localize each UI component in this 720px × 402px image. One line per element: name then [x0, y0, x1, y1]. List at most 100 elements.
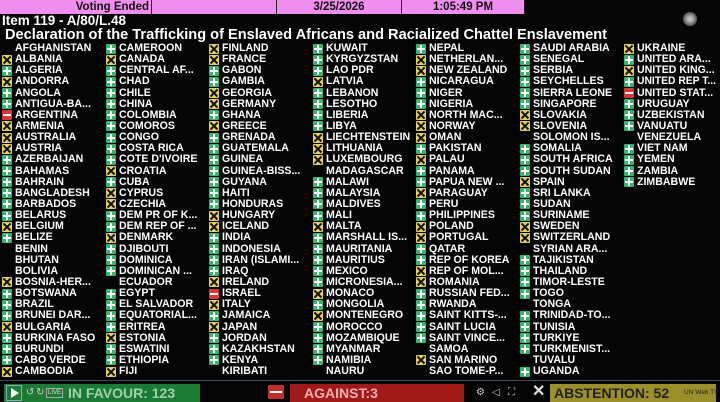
country-name: LIBERIA: [326, 108, 369, 121]
country-name: LUXEMBOURG: [326, 153, 403, 166]
country-name: KYRGYZSTAN: [326, 53, 399, 66]
volume-icon[interactable]: ◁: [492, 387, 500, 398]
plus-icon: [624, 177, 634, 188]
country-vote-row: ANDORRA: [2, 76, 69, 87]
plus-icon: [209, 344, 219, 355]
plus-icon: [209, 255, 219, 266]
country-vote-row: SLOVENIA: [520, 119, 588, 132]
country-name: NIGER: [429, 86, 463, 99]
country-name: BELARUS: [15, 209, 67, 222]
country-name: MAURITIUS: [326, 253, 385, 266]
x-icon: [416, 266, 426, 277]
x-icon: [520, 221, 530, 232]
rewind-icon[interactable]: ↺: [26, 387, 35, 398]
country-vote-row: LUXEMBOURG: [313, 154, 403, 165]
country-name: FINLAND: [222, 42, 269, 54]
country-vote-row: MALDIVES: [313, 198, 381, 210]
country-vote-row: PORTUGAL: [416, 232, 488, 243]
country-name: ANTIGUA-BA...: [15, 97, 91, 110]
plus-icon: [106, 344, 116, 355]
country-name: PERU: [429, 197, 459, 210]
country-name: SLOVENIA: [533, 119, 588, 132]
country-vote-row: MOROCCO: [313, 321, 383, 333]
plus-icon: [313, 54, 323, 65]
country-name: MALI: [326, 209, 352, 222]
country-vote-row: EGYPT: [106, 288, 155, 299]
country-vote-row: NAURU: [313, 366, 364, 377]
country-vote-row: BELARUS: [2, 210, 66, 221]
plus-icon: [520, 143, 530, 154]
country-name: EGYPT: [119, 287, 155, 300]
country-vote-row: MALAWI: [313, 176, 369, 188]
divider: [0, 380, 720, 381]
country-vote-row: MICRONESIA...: [313, 276, 403, 288]
country-vote-row: CHILE: [106, 87, 151, 99]
country-vote-row: BELIZE: [2, 232, 53, 243]
country-name: MARSHALL IS...: [326, 231, 408, 244]
plus-icon: [313, 99, 323, 110]
country-name: SEYCHELLES: [533, 75, 604, 88]
country-name: GRENADA: [222, 131, 276, 144]
country-name: REP OF MOL...: [429, 264, 504, 277]
country-name: LITHUANIA: [326, 142, 384, 155]
plus-icon: [2, 232, 12, 243]
country-vote-row: UNITED REP T...: [624, 76, 718, 87]
plus-icon: [313, 177, 323, 188]
country-name: JORDAN: [222, 331, 267, 344]
plus-icon: [313, 232, 323, 243]
x-icon: [416, 154, 426, 165]
country-name: ERITREA: [119, 320, 166, 333]
plus-icon: [416, 299, 426, 310]
live-badge[interactable]: LIVE: [46, 388, 64, 398]
x-icon: [106, 166, 116, 177]
plus-icon: [2, 188, 12, 199]
x-icon: [106, 333, 116, 344]
x-icon: [2, 121, 12, 132]
settings-icon[interactable]: ⚙: [476, 387, 485, 398]
plus-icon: [209, 76, 219, 87]
fullscreen-icon[interactable]: ⛶: [508, 387, 515, 398]
country-vote-row: SOUTH AFRICA: [520, 154, 613, 165]
plus-icon: [106, 65, 116, 76]
country-name: URUGUAY: [637, 97, 690, 110]
plus-icon: [520, 288, 530, 299]
country-vote-row: SAINT VINCE...: [416, 332, 505, 344]
country-vote-row: UZBEKISTAN: [624, 109, 704, 121]
country-vote-row: ISRAEL: [209, 288, 261, 299]
country-vote-row: EQUATORIAL...: [106, 310, 197, 321]
country-vote-row: IRAN (ISLAMI...: [209, 254, 299, 266]
plus-icon: [2, 65, 12, 76]
country-vote-row: PALAU: [416, 154, 465, 165]
plus-icon: [106, 121, 116, 132]
plus-icon: [313, 322, 323, 332]
country-name: BELIZE: [15, 231, 53, 244]
plus-icon: [520, 210, 530, 221]
plus-icon: [106, 132, 116, 143]
country-name: RWANDA: [429, 298, 477, 311]
x-icon: [209, 54, 219, 65]
country-name: SAMOA: [429, 342, 469, 355]
country-name: MADAGASCAR: [326, 164, 404, 177]
country-vote-row: NORWAY: [416, 120, 476, 132]
country-vote-row: INDIA: [209, 232, 251, 243]
country-vote-row: AUSTRALIA: [2, 132, 76, 143]
country-name: RUSSIAN FED...: [429, 287, 510, 300]
plus-icon: [520, 366, 530, 377]
country-vote-row: DEM PR OF K...: [106, 210, 197, 221]
x-icon: [209, 99, 219, 110]
plus-icon: [416, 244, 426, 255]
country-name: ROMANIA: [429, 275, 480, 288]
play-button[interactable]: [6, 385, 22, 401]
country-vote-row: HONDURAS: [209, 198, 283, 210]
country-vote-row: DENMARK: [106, 232, 173, 243]
plus-icon: [313, 277, 323, 288]
country-name: CYPRUS: [119, 186, 164, 199]
plus-icon: [313, 110, 323, 121]
forward-icon[interactable]: ↻: [36, 387, 45, 398]
country-vote-row: CENTRAL AF...: [106, 65, 194, 76]
against-total: AGAINST:3: [290, 384, 464, 402]
country-name: MOZAMBIQUE: [326, 331, 400, 344]
no-vote-blank: [106, 277, 116, 287]
plus-icon: [2, 154, 12, 165]
country-vote-row: SRI LANKA: [520, 187, 591, 199]
